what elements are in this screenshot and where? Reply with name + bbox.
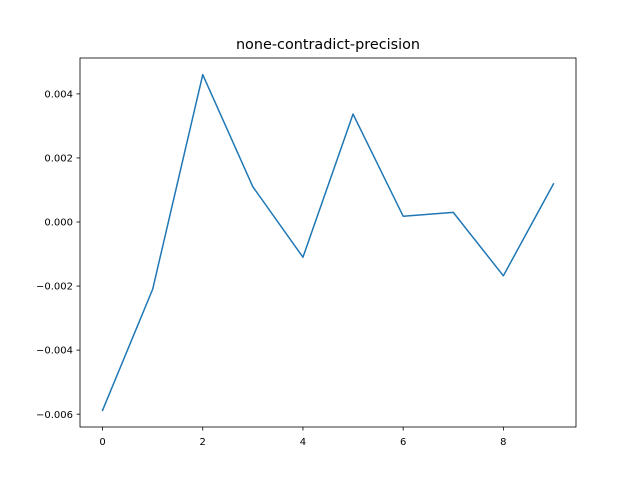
y-tick-label: 0.000 [44,218,73,229]
plot-area-frame [79,57,577,428]
series-line [101,73,555,412]
plot-lines [101,73,555,412]
y-tick-label: 0.002 [44,154,73,165]
x-tick-label: 4 [300,437,306,448]
x-tick-label: 0 [99,437,105,448]
y-tick-label: −0.002 [36,282,73,293]
x-tick-label: 8 [500,437,506,448]
x-tick-label: 2 [200,437,206,448]
chart-title: none-contradict-precision [236,37,420,53]
y-tick-label: −0.006 [36,410,73,421]
y-tick-label: −0.004 [36,346,73,357]
x-axis: 0 2 4 6 8 [99,427,507,448]
x-tick-label: 6 [400,437,406,448]
y-tick-label: 0.004 [44,89,73,100]
y-axis: −0.006 −0.004 −0.002 0.000 0.002 0.004 [36,89,80,421]
